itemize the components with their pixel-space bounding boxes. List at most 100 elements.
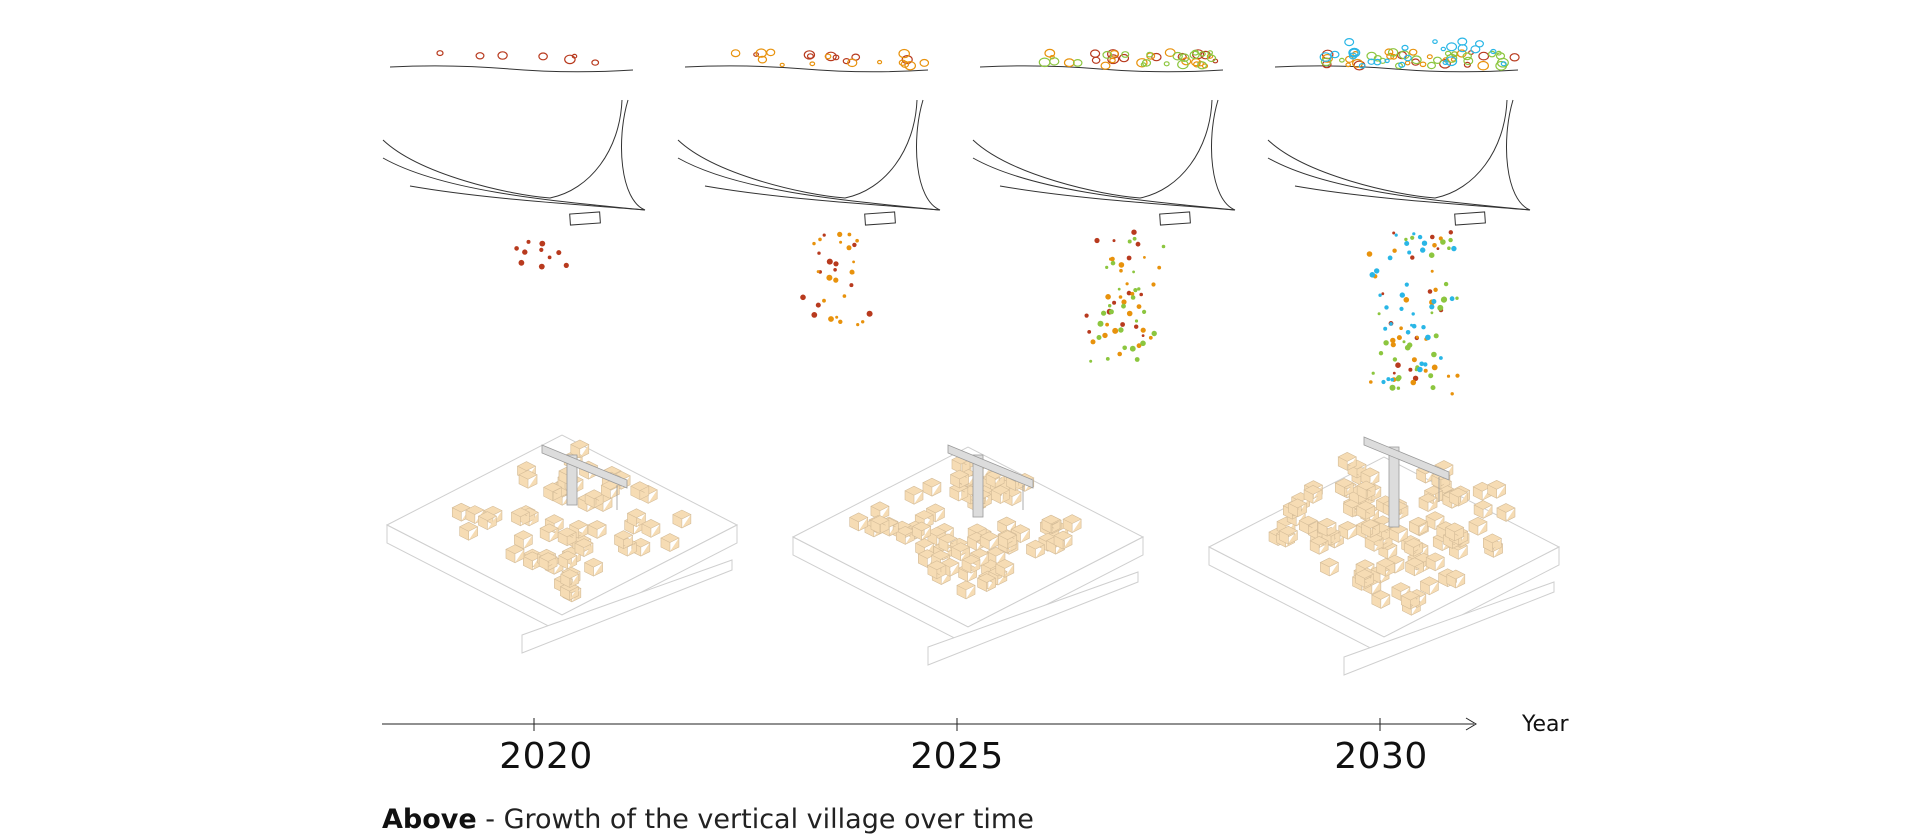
village-module [1041,514,1061,534]
resident-dot [1131,229,1137,235]
resident-dot [815,302,821,308]
village-module [922,477,942,497]
person-figure [497,51,508,60]
resident-dot [1395,376,1401,382]
resident-dot [1448,237,1453,243]
resident-dot [1118,262,1125,268]
person-figure [1196,61,1207,70]
village-module [979,531,999,551]
resident-dot [1431,351,1437,358]
resident-dot [1381,379,1386,385]
stage-4 [1267,37,1531,396]
person-figure [538,52,548,61]
resident-dot [1374,268,1380,274]
person-figure [1089,49,1101,58]
person-figure [1319,52,1332,62]
caption-text: - Growth of the vertical village over ti… [485,804,1034,835]
resident-dot [1440,239,1446,245]
resident-dot [1112,239,1116,243]
person-figure [1474,40,1484,48]
village-module [995,559,1015,578]
resident-dot [1157,265,1162,270]
resident-dot [518,259,525,266]
road-curve-3 [999,185,1236,211]
resident-dot [1425,334,1431,341]
resident-dot [1371,371,1375,375]
resident-dot [1121,303,1126,309]
person-figure [1384,48,1394,56]
resident-dot [1140,327,1146,333]
resident-dot [522,249,528,255]
resident-dot [1404,344,1411,351]
resident-dot [1404,237,1408,242]
resident-dot [1392,248,1397,253]
person-figure [1463,61,1472,68]
person-figure [1373,58,1382,66]
resident-dot [842,294,847,298]
resident-dot [1446,374,1451,378]
person-figure [1367,58,1376,65]
person-figure [730,49,741,58]
horizon-strip [979,48,1224,73]
lower-slab [927,571,1139,666]
horizon-strip [389,50,634,73]
village-module [870,515,890,535]
resident-dot [1394,233,1398,237]
resident-dot [1423,362,1428,367]
person-figure [904,60,916,71]
resident-dot [816,270,820,274]
platform-sides [1208,546,1560,656]
person-figure [1445,56,1458,67]
stage-3 [972,48,1236,363]
person-figure [1320,57,1332,67]
village-module [949,482,969,502]
village-module [513,530,534,550]
person-figure [1495,60,1508,71]
resident-dot [1399,326,1403,331]
resident-dot [1428,252,1435,258]
resident-dot [812,241,816,246]
village-module [587,520,607,539]
crane-jib [947,444,1034,489]
resident-dot [1142,309,1147,314]
road-curve-3 [1294,185,1531,211]
resident-dot [563,262,569,268]
resident-dot [1108,309,1114,315]
resident-dot [1126,290,1132,296]
resident-dot [833,277,839,283]
resident-dot [1411,323,1417,329]
village-module [510,507,531,527]
village-module [1473,500,1493,519]
resident-dot [1407,250,1412,255]
resident-dot [828,316,834,322]
lower-slab [521,559,733,654]
resident-dot [1381,292,1385,296]
resident-dot [856,323,860,327]
resident-dot [1429,304,1435,310]
axis-arrow [1465,717,1477,731]
resident-dot [1431,299,1437,304]
person-figure [1509,53,1520,62]
village-module [1338,520,1358,540]
resident-dot [800,294,806,301]
horizon-line [979,65,1224,73]
resident-dot [1417,234,1423,240]
person-figure [436,50,444,57]
resident-dot [1121,299,1127,305]
resident-dot [826,258,833,265]
village-block-2 [791,444,1145,666]
crane [947,444,1034,518]
resident-dot [1136,343,1142,349]
resident-dot [855,238,859,243]
resident-dot [1443,281,1449,287]
person-figure [1049,57,1060,66]
resident-dot [1118,295,1123,299]
village-module [660,533,680,553]
village-module [1278,525,1299,545]
village-module [584,489,604,509]
resident-dot [1096,335,1102,340]
road-curve-1 [1267,99,1508,199]
resident-dot [1161,244,1166,249]
person-figure [1426,61,1436,70]
